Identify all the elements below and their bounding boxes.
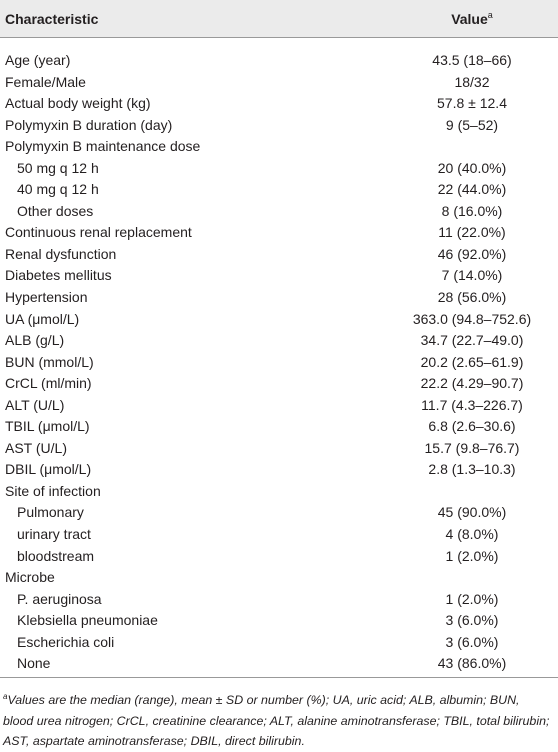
row-value: 20.2 (2.65–61.9) <box>420 353 524 370</box>
row-label: 50 mg q 12 h <box>17 159 99 176</box>
row-label: Other doses <box>17 202 94 219</box>
footnote-marker: a <box>487 10 493 20</box>
row-label: Klebsiella pneumoniae <box>17 612 158 629</box>
row-label: bloodstream <box>17 547 95 564</box>
subrow: bloodstream 1 (2.0%) <box>0 546 558 568</box>
row-label: Hypertension <box>5 289 88 306</box>
row: Site of infection <box>0 481 558 503</box>
subrow: None 43 (86.0%) <box>0 653 558 675</box>
row: ALB (g/L) 34.7 (22.7–49.0) <box>0 330 558 352</box>
row-value: 8 (16.0%) <box>441 202 503 219</box>
row-value: 6.8 (2.6–30.6) <box>428 418 516 435</box>
header-value-text: Value <box>451 11 488 27</box>
row-value: 363.0 (94.8–752.6) <box>412 310 532 327</box>
row-label: ALT (U/L) <box>5 396 65 413</box>
subrow: Other doses 8 (16.0%) <box>0 201 558 223</box>
row-label: Escherichia coli <box>17 633 115 650</box>
row-value: 9 (5–52) <box>445 116 499 133</box>
row: Age (year) 43.5 (18–66) <box>0 50 558 72</box>
row-value: 34.7 (22.7–49.0) <box>420 332 524 349</box>
footnote-text: Values are the median (range), mean ± SD… <box>3 693 550 748</box>
row-label: None <box>17 655 51 672</box>
row: CrCL (ml/min) 22.2 (4.29–90.7) <box>0 373 558 395</box>
subrow: Klebsiella pneumoniae 3 (6.0%) <box>0 610 558 632</box>
row-value: 20 (40.0%) <box>437 159 507 176</box>
row-value: 3 (6.0%) <box>445 633 499 650</box>
header-value: Valuea <box>372 10 558 28</box>
row-label: Age (year) <box>5 52 71 68</box>
row-label: DBIL (μmol/L) <box>5 461 92 478</box>
row-label: Site of infection <box>5 482 101 499</box>
row-value: 3 (6.0%) <box>445 612 499 629</box>
row-value: 57.8 ± 12.4 <box>437 95 507 112</box>
table-body: Age (year) 43.5 (18–66) Female/Male 18/32 Ac… <box>0 50 558 675</box>
row: Polymyxin B maintenance dose <box>0 136 558 158</box>
row: Hypertension 28 (56.0%) <box>0 287 558 309</box>
row: TBIL (μmol/L) 6.8 (2.6–30.6) <box>0 416 558 438</box>
row-label: ALB (g/L) <box>5 332 65 349</box>
row-value: 11 (22.0%) <box>438 224 506 241</box>
header-label: Characteristic <box>5 11 99 27</box>
row-label: P. aeruginosa <box>17 590 102 607</box>
rule <box>0 677 558 678</box>
row-label: Actual body weight (kg) <box>5 95 151 112</box>
subrow: P. aeruginosa 1 (2.0%) <box>0 589 558 611</box>
row-value: 7 (14.0%) <box>441 267 503 284</box>
subrow: 40 mg q 12 h 22 (44.0%) <box>0 179 558 201</box>
row-value: 22.2 (4.29–90.7) <box>420 375 524 392</box>
row-value: 28 (56.0%) <box>437 289 507 306</box>
row-value: 22 (44.0%) <box>437 181 507 198</box>
row-value: 2.8 (1.3–10.3) <box>428 461 516 478</box>
row: DBIL (μmol/L) 2.8 (1.3–10.3) <box>0 459 558 481</box>
row-label: Renal dysfunction <box>5 245 117 262</box>
row-value: 43.5 (18–66) <box>432 52 512 68</box>
row-label: 40 mg q 12 h <box>17 181 99 198</box>
subrow: Escherichia coli 3 (6.0%) <box>0 632 558 654</box>
row-label: urinary tract <box>17 526 91 543</box>
row-label: Continuous renal replacement <box>5 224 192 241</box>
subrow: 50 mg q 12 h 20 (40.0%) <box>0 158 558 180</box>
row: Actual body weight (kg) 57.8 ± 12.4 <box>0 93 558 115</box>
row: Female/Male 18/32 <box>0 72 558 94</box>
row-label: CrCL (ml/min) <box>5 375 92 392</box>
row: AST (U/L) 15.7 (9.8–76.7) <box>0 438 558 460</box>
footnote-marker: a <box>3 692 8 701</box>
row-value: 43 (86.0%) <box>437 655 507 672</box>
row: BUN (mmol/L) 20.2 (2.65–61.9) <box>0 352 558 374</box>
row-label: TBIL (μmol/L) <box>5 418 90 435</box>
row-label: Female/Male <box>5 73 86 90</box>
row-value: 18/32 <box>454 73 490 90</box>
table-header: Characteristic Valuea <box>0 0 558 38</box>
row-label: Pulmonary <box>17 504 84 521</box>
row-label: Diabetes mellitus <box>5 267 112 284</box>
row: Renal dysfunction 46 (92.0%) <box>0 244 558 266</box>
row: Polymyxin B duration (day) 9 (5–52) <box>0 115 558 137</box>
row-label: Microbe <box>5 569 55 586</box>
subrow: Pulmonary 45 (90.0%) <box>0 502 558 524</box>
row: Diabetes mellitus 7 (14.0%) <box>0 265 558 287</box>
row-label: BUN (mmol/L) <box>5 353 94 370</box>
row-value: 11.7 (4.3–226.7) <box>421 396 523 413</box>
row-value: 1 (2.0%) <box>445 590 499 607</box>
row: Microbe <box>0 567 558 589</box>
row: Continuous renal replacement 11 (22.0%) <box>0 222 558 244</box>
row-value: 15.7 (9.8–76.7) <box>424 439 520 456</box>
row-label: UA (μmol/L) <box>5 310 80 327</box>
subrow: urinary tract 4 (8.0%) <box>0 524 558 546</box>
row-value: 1 (2.0%) <box>445 547 499 564</box>
row: UA (μmol/L) 363.0 (94.8–752.6) <box>0 309 558 331</box>
row-label: Polymyxin B duration (day) <box>5 116 173 133</box>
row-value: 4 (8.0%) <box>445 526 499 543</box>
footnote: aValues are the median (range), mean ± S… <box>3 690 553 752</box>
row-label: Polymyxin B maintenance dose <box>5 138 201 155</box>
row: ALT (U/L) 11.7 (4.3–226.7) <box>0 395 558 417</box>
row-value: 45 (90.0%) <box>437 504 507 521</box>
row-value: 46 (92.0%) <box>437 245 507 262</box>
row-label: AST (U/L) <box>5 439 67 456</box>
